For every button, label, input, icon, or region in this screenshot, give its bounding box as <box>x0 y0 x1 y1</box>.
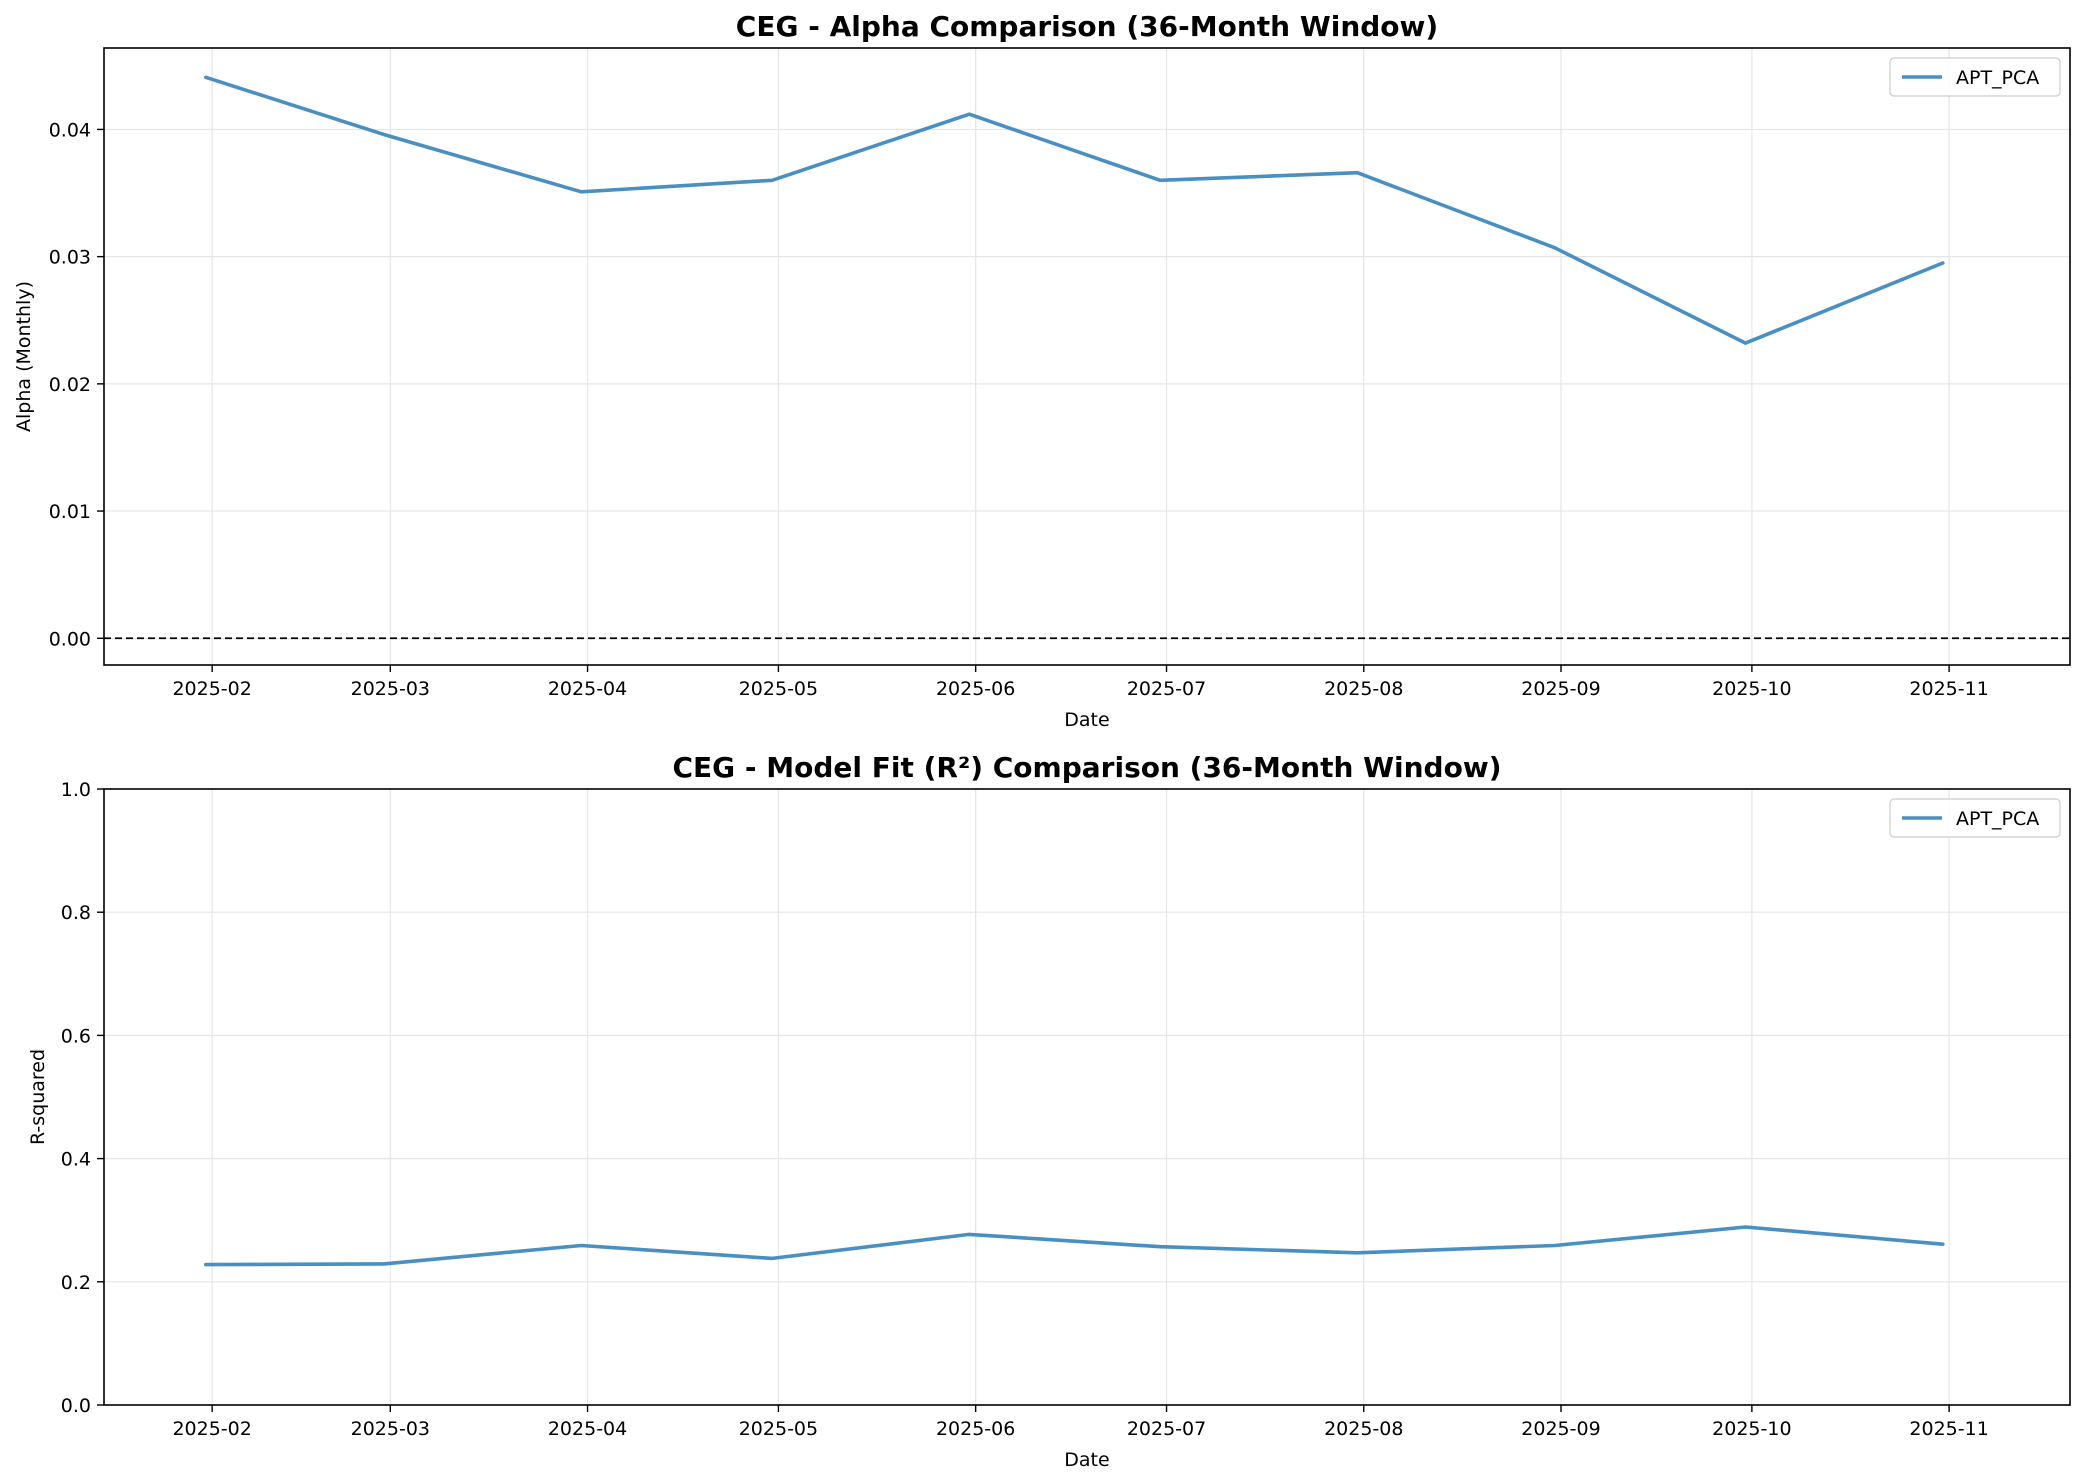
x-tick-label: 2025-10 <box>1712 1418 1791 1440</box>
x-tick-label: 2025-11 <box>1909 1418 1988 1440</box>
x-tick-label: 2025-11 <box>1909 678 1988 700</box>
y-tick-label: 0.8 <box>61 902 91 924</box>
x-tick-label: 2025-10 <box>1712 678 1791 700</box>
legend-box <box>1889 798 2061 838</box>
legend-box <box>1889 57 2061 97</box>
y-tick-label: 0.6 <box>61 1025 91 1047</box>
y-axis-label: Alpha (Monthly) <box>13 281 35 432</box>
x-tick-label: 2025-03 <box>351 678 430 700</box>
y-tick-label: 0.2 <box>61 1272 91 1294</box>
x-tick-label: 2025-08 <box>1324 1418 1403 1440</box>
y-tick-label: 0.4 <box>61 1149 91 1171</box>
axes-frame <box>103 788 2071 1406</box>
x-tick-label: 2025-09 <box>1521 678 1600 700</box>
y-tick-label: 0.04 <box>49 119 91 141</box>
x-tick-label: 2025-08 <box>1324 678 1403 700</box>
series-line-apt-pca <box>204 1225 1945 1267</box>
y-axis-label: R-squared <box>27 1049 49 1145</box>
x-tick-label: 2025-02 <box>172 1418 251 1440</box>
y-tick-label: 0.01 <box>49 501 91 523</box>
legend: APT_PCA <box>1889 57 2061 97</box>
x-tick-label: 2025-05 <box>739 1418 818 1440</box>
y-tick-label: 0.03 <box>49 247 91 269</box>
x-tick-label: 2025-03 <box>351 1418 430 1440</box>
x-tick-label: 2025-06 <box>936 1418 1015 1440</box>
y-tick-label: 0.02 <box>49 374 91 396</box>
chart-title: CEG - Alpha Comparison (36-Month Window) <box>736 10 1438 43</box>
x-tick-label: 2025-02 <box>172 678 251 700</box>
axes-frame <box>103 47 2071 666</box>
legend: APT_PCA <box>1889 798 2061 838</box>
y-tick-label: 0.00 <box>49 628 91 650</box>
x-tick-label: 2025-04 <box>548 678 627 700</box>
legend-label: APT_PCA <box>1956 808 2039 830</box>
x-axis-label: Date <box>1064 1449 1109 1471</box>
chart-title: CEG - Model Fit (R²) Comparison (36-Mont… <box>672 751 1501 784</box>
legend-label: APT_PCA <box>1956 67 2039 89</box>
x-axis-label: Date <box>1064 709 1109 731</box>
x-tick-label: 2025-07 <box>1127 1418 1206 1440</box>
x-tick-label: 2025-05 <box>739 678 818 700</box>
alpha-chart-panel: 2025-02 2025-03 2025-04 2025-05 2025-06 2025-… <box>13 10 2071 731</box>
x-tick-label: 2025-06 <box>936 678 1015 700</box>
y-tick-label: 1.0 <box>61 779 91 801</box>
y-tick-label: 0.0 <box>61 1395 91 1417</box>
r-squared-chart-panel: 2025-02 2025-03 2025-04 2025-05 2025-06 2025-… <box>27 751 2071 1471</box>
series-line-apt-pca <box>204 75 1945 345</box>
x-tick-label: 2025-07 <box>1127 678 1206 700</box>
x-tick-label: 2025-04 <box>548 1418 627 1440</box>
x-tick-label: 2025-09 <box>1521 1418 1600 1440</box>
